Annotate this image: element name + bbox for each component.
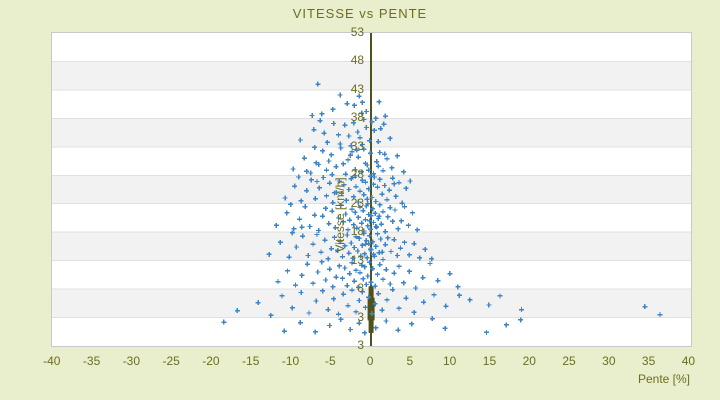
x-tick-label: -35 <box>82 354 101 368</box>
x-tick-label: 30 <box>602 354 616 368</box>
x-tick-label: 10 <box>442 354 457 368</box>
zero-axis-cluster-thick <box>367 297 375 321</box>
x-tick-label: 40 <box>681 354 696 368</box>
x-tick-label: -10 <box>281 354 300 368</box>
scatter-points <box>221 81 663 336</box>
scatter-plot-canvas <box>52 33 691 346</box>
x-tick-label: -15 <box>242 354 260 368</box>
x-tick-label: 35 <box>641 354 656 368</box>
plot-area <box>51 32 692 347</box>
x-tick-label: -30 <box>122 354 141 368</box>
x-tick-label: 5 <box>406 354 414 368</box>
x-tick-label: 20 <box>522 354 536 368</box>
x-tick-label: -20 <box>202 354 220 368</box>
x-tick-label: 15 <box>482 354 497 368</box>
chart-title: VITESSE vs PENTE <box>292 6 428 21</box>
x-tick-label: 0 <box>366 354 374 368</box>
x-tick-label: -5 <box>324 354 336 368</box>
x-tick-label: -40 <box>43 354 61 368</box>
x-tick-label: 25 <box>562 354 576 368</box>
y-axis-title: Vitesse [km/h] <box>333 177 347 253</box>
x-tick-label: -25 <box>162 354 180 368</box>
x-axis-title: Pente [%] <box>637 372 690 386</box>
